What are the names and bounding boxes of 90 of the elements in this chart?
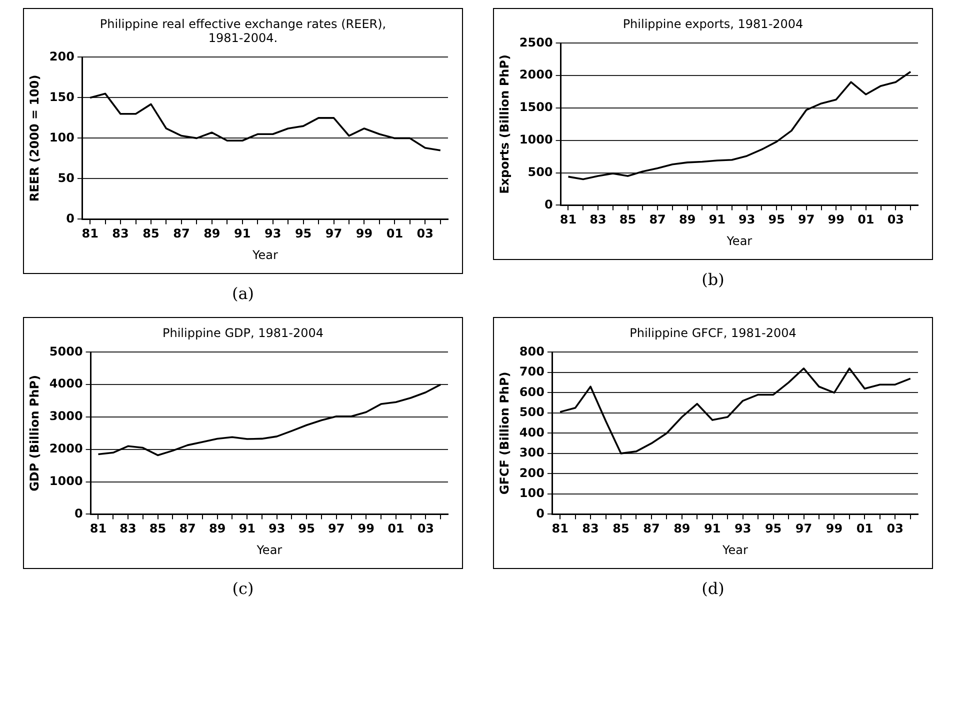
x-tick-label: 93 <box>738 212 756 227</box>
y-tick-label: 600 <box>519 384 544 399</box>
y-tick-label: 1000 <box>49 474 83 488</box>
x-tick-label: 81 <box>82 226 98 241</box>
x-tick-label: 99 <box>826 522 843 536</box>
x-tick-label: 87 <box>173 226 190 241</box>
x-tick-label: 87 <box>649 212 666 227</box>
x-tick-label: 85 <box>619 212 636 227</box>
x-tick-label: 01 <box>388 522 404 536</box>
x-tick-label: 97 <box>795 522 812 536</box>
x-tick-label: 97 <box>325 226 342 241</box>
y-axis-title: Exports (Billion PhP) <box>497 54 512 194</box>
x-tick-label: 01 <box>386 226 404 241</box>
y-tick-label: 200 <box>519 466 544 480</box>
y-tick-label: 500 <box>528 164 553 179</box>
x-tick-label: 99 <box>358 522 374 536</box>
y-tick-label: 300 <box>519 446 544 460</box>
x-tick-label: 95 <box>294 226 312 241</box>
x-tick-label: 03 <box>417 522 434 536</box>
y-tick-label: 500 <box>519 405 544 420</box>
y-axis-title: GDP (Billion PhP) <box>27 374 42 492</box>
x-tick-label: 93 <box>734 522 752 536</box>
y-tick-label: 5000 <box>49 344 83 358</box>
x-tick-label: 99 <box>828 212 844 227</box>
x-tick-label: 85 <box>142 226 160 241</box>
text: (d) <box>702 579 724 598</box>
y-axis-title: REER (2000 = 100) <box>27 74 42 202</box>
text: (a) <box>232 284 254 303</box>
chart-title: Philippine real effective exchange rates (REER), 1981-2004. <box>98 17 388 45</box>
chart-title: Philippine GDP, 1981-2004 <box>161 326 325 340</box>
x-axis-title: Year <box>722 542 748 557</box>
x-tick-label: 85 <box>149 522 166 536</box>
x-tick-label: 83 <box>112 226 129 241</box>
x-tick-label: 83 <box>582 522 599 536</box>
chart-title: Philippine exports, 1981-2004 <box>622 17 804 31</box>
x-tick-label: 85 <box>612 522 630 536</box>
x-tick-label: 91 <box>238 522 256 536</box>
y-tick-label: 2500 <box>519 35 553 50</box>
x-tick-label: 91 <box>234 226 251 241</box>
x-tick-label: 81 <box>560 212 577 227</box>
y-tick-label: 50 <box>58 170 74 185</box>
y-tick-label: 200 <box>49 49 74 64</box>
x-tick-label: 95 <box>298 522 315 536</box>
y-tick-label: 4000 <box>49 376 83 391</box>
y-tick-label: 0 <box>544 197 553 212</box>
y-tick-label: 1500 <box>519 100 553 114</box>
y-tick-label: 700 <box>519 364 544 379</box>
x-tick-label: 89 <box>674 522 690 536</box>
x-tick-label: 89 <box>208 522 226 536</box>
x-tick-label: 93 <box>268 522 286 536</box>
y-tick-label: 2000 <box>49 442 83 456</box>
x-tick-label: 01 <box>858 212 874 227</box>
x-tick-label: 95 <box>764 522 782 536</box>
x-tick-label: 89 <box>204 226 220 241</box>
x-tick-label: 99 <box>356 226 373 241</box>
x-tick-label: 03 <box>416 226 434 241</box>
x-tick-label: 03 <box>886 522 904 536</box>
chart-title: Philippine GFCF, 1981-2004 <box>628 326 798 340</box>
y-tick-label: 150 <box>49 90 74 104</box>
text: (b) <box>702 270 724 289</box>
x-tick-label: 81 <box>552 522 568 536</box>
y-tick-label: 400 <box>519 425 544 440</box>
y-tick-label: 1000 <box>519 132 553 147</box>
y-tick-label: 100 <box>49 130 74 144</box>
x-tick-label: 93 <box>264 226 282 241</box>
x-axis-title: Year <box>256 542 282 557</box>
x-tick-label: 91 <box>708 212 726 227</box>
x-tick-label: 91 <box>704 522 721 536</box>
x-tick-label: 95 <box>768 212 785 227</box>
x-tick-label: 97 <box>328 522 345 536</box>
x-tick-label: 81 <box>90 522 107 536</box>
y-tick-label: 3000 <box>49 409 83 424</box>
x-tick-label: 87 <box>179 522 196 536</box>
x-tick-label: 89 <box>678 212 696 227</box>
y-tick-label: 100 <box>519 486 544 500</box>
x-tick-label: 87 <box>643 522 660 536</box>
x-axis-title: Year <box>726 234 752 248</box>
x-axis-title: Year <box>252 248 278 262</box>
x-tick-label: 83 <box>590 212 606 227</box>
x-tick-label: 03 <box>887 212 904 227</box>
x-tick-label: 97 <box>798 212 815 227</box>
x-tick-label: 83 <box>120 522 136 536</box>
y-tick-label: 800 <box>519 344 544 358</box>
text: (c) <box>232 579 254 598</box>
y-tick-label: 2000 <box>519 68 553 82</box>
y-axis-title: GFCF (Billion PhP) <box>497 372 512 495</box>
y-tick-label: 0 <box>536 506 544 520</box>
y-tick-label: 0 <box>74 506 83 520</box>
y-tick-label: 0 <box>66 211 74 226</box>
x-tick-label: 01 <box>856 522 874 536</box>
